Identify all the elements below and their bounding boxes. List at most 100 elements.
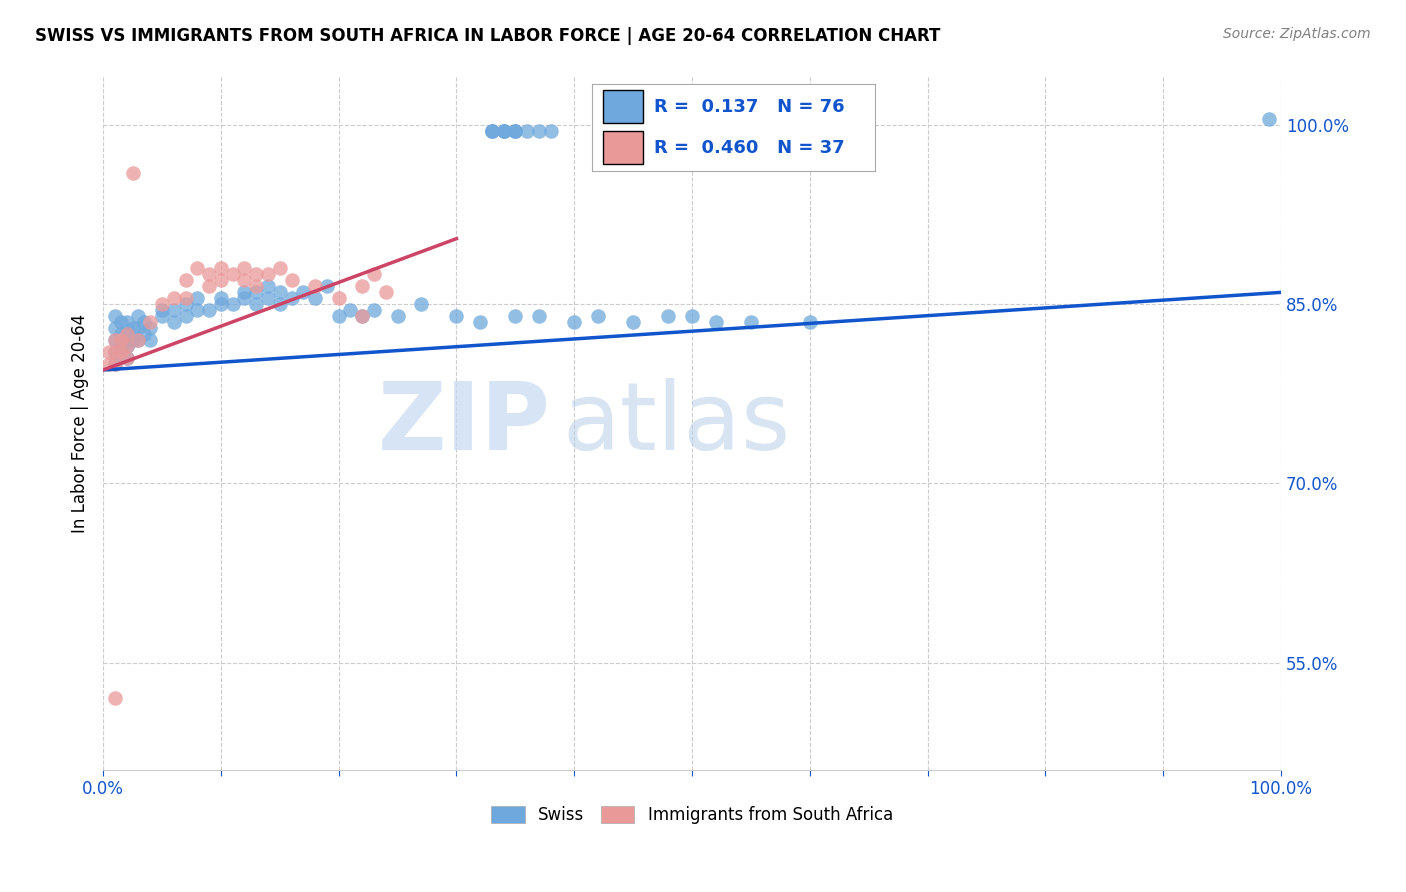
Point — [174, 297, 197, 311]
Point — [174, 291, 197, 305]
Point — [209, 273, 232, 287]
Point — [115, 327, 138, 342]
Point — [411, 297, 433, 311]
Point — [134, 327, 156, 342]
Point — [799, 315, 821, 329]
Point — [209, 297, 232, 311]
Point — [115, 351, 138, 365]
Point — [104, 345, 127, 359]
Point — [257, 279, 280, 293]
Point — [304, 279, 326, 293]
Point — [363, 268, 385, 282]
Point — [115, 339, 138, 353]
Point — [352, 310, 374, 324]
Point — [704, 315, 727, 329]
Point — [139, 321, 162, 335]
Point — [110, 339, 132, 353]
Point — [492, 124, 515, 138]
Point — [269, 285, 291, 300]
Y-axis label: In Labor Force | Age 20-64: In Labor Force | Age 20-64 — [72, 314, 89, 533]
Point — [352, 279, 374, 293]
Point — [505, 310, 527, 324]
Point — [245, 297, 267, 311]
Point — [221, 297, 243, 311]
Point — [121, 333, 143, 347]
Point — [98, 345, 121, 359]
Legend: Swiss, Immigrants from South Africa: Swiss, Immigrants from South Africa — [491, 805, 893, 824]
Point — [316, 279, 339, 293]
Point — [481, 124, 503, 138]
Point — [352, 310, 374, 324]
Point — [110, 345, 132, 359]
Point — [586, 310, 609, 324]
Point — [245, 285, 267, 300]
Point — [115, 327, 138, 342]
Point — [481, 124, 503, 138]
Text: Source: ZipAtlas.com: Source: ZipAtlas.com — [1223, 27, 1371, 41]
Point — [121, 166, 143, 180]
Point — [257, 291, 280, 305]
Point — [562, 315, 585, 329]
Point — [110, 315, 132, 329]
Point — [505, 124, 527, 138]
Point — [115, 315, 138, 329]
Point — [198, 268, 221, 282]
Point — [328, 310, 350, 324]
Point — [198, 303, 221, 318]
Point — [209, 261, 232, 276]
Point — [127, 321, 149, 335]
Point — [150, 303, 173, 318]
Point — [150, 310, 173, 324]
Point — [104, 345, 127, 359]
Point — [257, 268, 280, 282]
Point — [104, 321, 127, 335]
Point — [139, 333, 162, 347]
Point — [481, 124, 503, 138]
Point — [339, 303, 361, 318]
Point — [115, 339, 138, 353]
Point — [139, 315, 162, 329]
Point — [374, 285, 396, 300]
Point — [121, 321, 143, 335]
Point — [127, 333, 149, 347]
Point — [186, 261, 208, 276]
Point — [505, 124, 527, 138]
Point — [186, 303, 208, 318]
Point — [516, 124, 538, 138]
Point — [280, 291, 302, 305]
Point — [209, 291, 232, 305]
Point — [233, 291, 256, 305]
Point — [245, 268, 267, 282]
Text: ZIP: ZIP — [378, 377, 551, 470]
Point — [150, 297, 173, 311]
Point — [540, 124, 562, 138]
Point — [740, 315, 762, 329]
Point — [492, 124, 515, 138]
Point — [221, 268, 243, 282]
Point — [104, 333, 127, 347]
Point — [174, 273, 197, 287]
Point — [163, 315, 186, 329]
Point — [1258, 112, 1281, 127]
Point — [304, 291, 326, 305]
Point — [527, 124, 550, 138]
Point — [104, 357, 127, 371]
Point — [127, 333, 149, 347]
Point — [110, 333, 132, 347]
Point — [104, 691, 127, 706]
Point — [468, 315, 491, 329]
Point — [363, 303, 385, 318]
Point — [127, 310, 149, 324]
Point — [657, 310, 679, 324]
Text: SWISS VS IMMIGRANTS FROM SOUTH AFRICA IN LABOR FORCE | AGE 20-64 CORRELATION CHA: SWISS VS IMMIGRANTS FROM SOUTH AFRICA IN… — [35, 27, 941, 45]
Point — [98, 357, 121, 371]
Point — [233, 285, 256, 300]
Point — [527, 310, 550, 324]
Point — [110, 327, 132, 342]
Point — [269, 297, 291, 311]
Point — [280, 273, 302, 287]
Point — [492, 124, 515, 138]
Text: atlas: atlas — [562, 377, 790, 470]
Point — [115, 351, 138, 365]
Point — [505, 124, 527, 138]
